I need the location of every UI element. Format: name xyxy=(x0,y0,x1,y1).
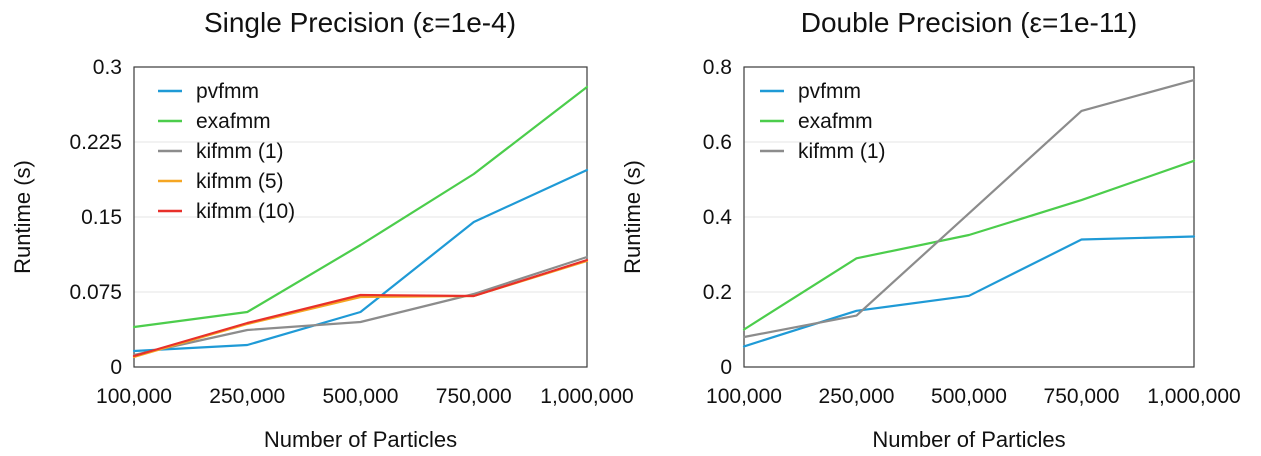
series-line-kifmm-1 xyxy=(132,255,589,357)
y-tick-label: 0.225 xyxy=(69,131,122,154)
y-tick-label: 0.4 xyxy=(703,206,733,229)
x-axis-label: Number of Particles xyxy=(872,427,1065,452)
chart-1: Single Precision (ε=1e-4) 0 0.075 0.15 0.225… xyxy=(10,7,634,452)
legend-label: kifmm (5) xyxy=(196,170,284,193)
legend-label: exafmm xyxy=(196,110,271,133)
x-tick-label: 500,000 xyxy=(931,385,1007,408)
y-tick-label: 0 xyxy=(720,356,732,379)
legend-label: kifmm (1) xyxy=(798,140,886,163)
series-line-kifmm-10 xyxy=(132,258,589,358)
series-line-pvfmm xyxy=(132,168,589,353)
y-tick-label: 0 xyxy=(110,356,122,379)
x-tick-label: 750,000 xyxy=(1044,385,1120,408)
y-tick-label: 0.6 xyxy=(703,131,732,154)
x-tick-label: 100,000 xyxy=(96,385,172,408)
series-line-kifmm-5 xyxy=(132,259,589,359)
y-tick-label: 0.2 xyxy=(703,281,732,304)
chart-2: Double Precision (ε=1e-11) 0 0.2 0.4 0.6 0.8 1… xyxy=(620,7,1241,452)
legend-label: kifmm (1) xyxy=(196,140,284,163)
chart-title: Single Precision (ε=1e-4) xyxy=(204,7,516,38)
series-line-kifmm-1 xyxy=(742,78,1196,339)
y-tick-label: 0.15 xyxy=(81,206,122,229)
x-tick-label: 750,000 xyxy=(436,385,512,408)
chart-title: Double Precision (ε=1e-11) xyxy=(801,7,1137,38)
legend-label: kifmm (10) xyxy=(196,200,295,223)
x-tick-label: 1,000,000 xyxy=(540,385,633,408)
series-line-pvfmm xyxy=(742,235,1196,348)
y-tick-label: 0.3 xyxy=(93,56,122,79)
series-line-exafmm xyxy=(742,159,1196,331)
plot-frame xyxy=(743,66,1195,368)
y-tick-label: 0.075 xyxy=(69,281,122,304)
x-tick-label: 250,000 xyxy=(819,385,895,408)
y-tick-label: 0.8 xyxy=(703,56,732,79)
x-tick-label: 250,000 xyxy=(209,385,285,408)
x-axis-label: Number of Particles xyxy=(264,427,457,452)
x-tick-label: 500,000 xyxy=(323,385,399,408)
x-tick-label: 100,000 xyxy=(706,385,782,408)
y-axis-label: Runtime (s) xyxy=(10,160,35,274)
x-tick-label: 1,000,000 xyxy=(1147,385,1240,408)
y-axis-label: Runtime (s) xyxy=(620,160,645,274)
legend-label: pvfmm xyxy=(196,80,259,103)
legend-label: exafmm xyxy=(798,110,873,133)
legend-label: pvfmm xyxy=(798,80,861,103)
plot-frame xyxy=(133,66,588,368)
series-line-exafmm xyxy=(132,85,589,329)
